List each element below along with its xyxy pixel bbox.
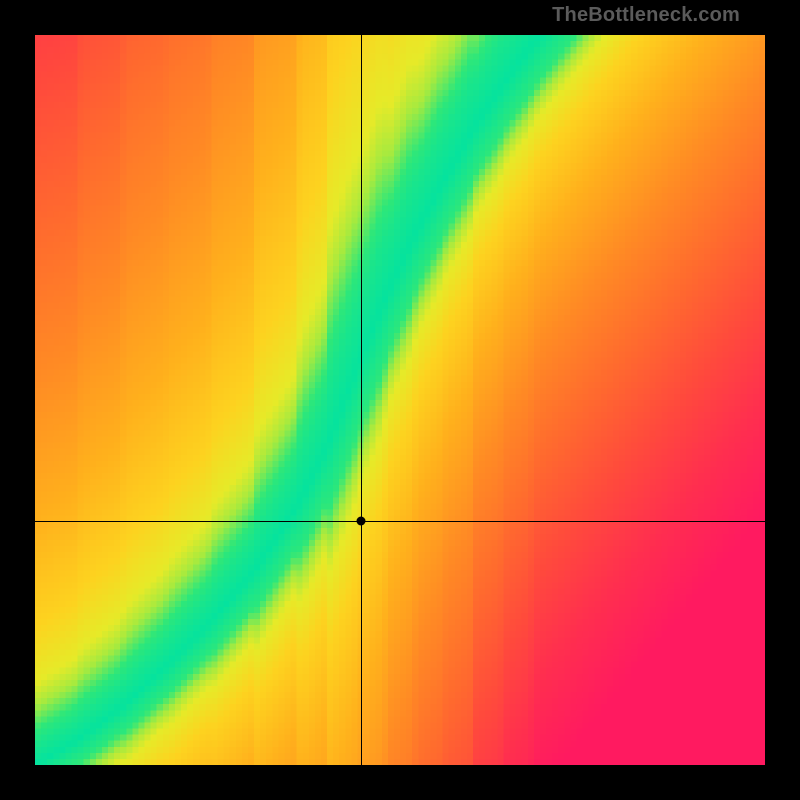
crosshair-horizontal [35, 521, 765, 522]
watermark-text: TheBottleneck.com [552, 4, 740, 27]
heatmap-plot [35, 35, 765, 765]
crosshair-marker [357, 517, 366, 526]
crosshair-vertical [361, 35, 362, 765]
heatmap-canvas [35, 35, 765, 765]
